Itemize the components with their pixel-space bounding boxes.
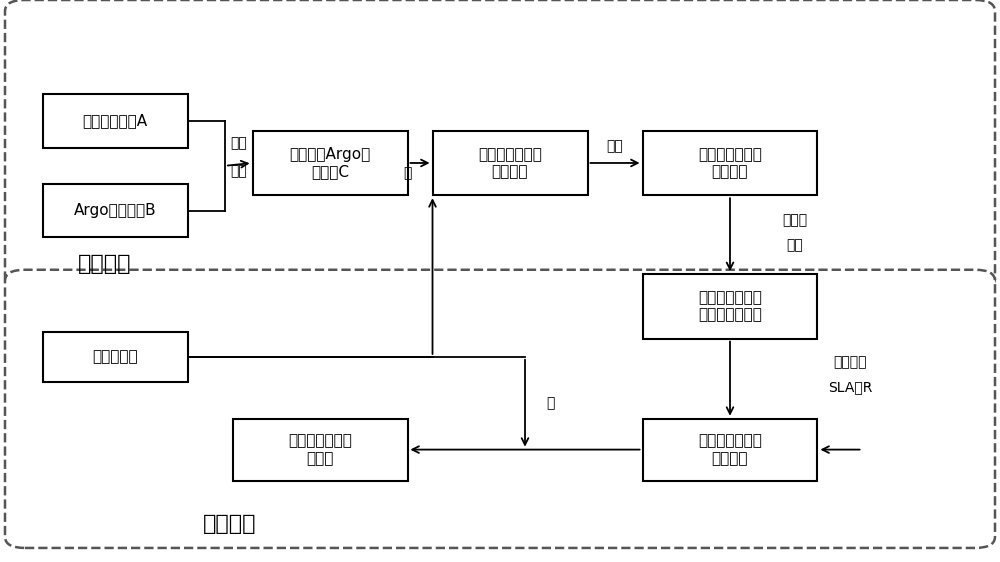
- FancyBboxPatch shape: [43, 184, 188, 237]
- Text: SLA和R: SLA和R: [828, 380, 872, 394]
- Text: 中尺度涡集合A: 中尺度涡集合A: [82, 114, 148, 128]
- FancyBboxPatch shape: [642, 131, 817, 196]
- FancyBboxPatch shape: [232, 419, 408, 481]
- Text: 多项式: 多项式: [782, 214, 808, 228]
- FancyBboxPatch shape: [432, 131, 588, 196]
- Text: 归一化声速扰动
剩面集合: 归一化声速扰动 剩面集合: [478, 147, 542, 179]
- Text: 二维归一化声速
扰动结构: 二维归一化声速 扰动结构: [698, 147, 762, 179]
- Text: 加: 加: [546, 396, 554, 410]
- Text: 涡旋内的Argo剩
面集合C: 涡旋内的Argo剩 面集合C: [289, 147, 371, 179]
- Text: 模型应用: 模型应用: [203, 514, 257, 534]
- FancyBboxPatch shape: [43, 94, 188, 147]
- Text: 减: 减: [403, 166, 412, 180]
- Text: 重组: 重组: [607, 139, 623, 153]
- FancyBboxPatch shape: [642, 274, 817, 338]
- FancyBboxPatch shape: [642, 419, 817, 481]
- Text: Argo剩面集合B: Argo剩面集合B: [74, 203, 156, 218]
- FancyBboxPatch shape: [5, 0, 995, 289]
- Text: 参数化涡旋归一
化声速扰动模型: 参数化涡旋归一 化声速扰动模型: [698, 290, 762, 323]
- FancyBboxPatch shape: [5, 270, 995, 548]
- Text: 目标涡旋: 目标涡旋: [833, 355, 867, 369]
- FancyBboxPatch shape: [43, 332, 188, 382]
- Text: 目标涡旋水下声
速估计: 目标涡旋水下声 速估计: [288, 433, 352, 466]
- Text: 拟合: 拟合: [787, 238, 803, 252]
- Text: 匹配: 匹配: [230, 165, 247, 178]
- Text: 目标涡旋声速扰
动场估计: 目标涡旋声速扰 动场估计: [698, 433, 762, 466]
- Text: 模型构建: 模型构建: [78, 254, 132, 274]
- Text: 时空: 时空: [230, 137, 247, 150]
- FancyBboxPatch shape: [252, 131, 408, 196]
- Text: 气候态产品: 气候态产品: [92, 350, 138, 364]
